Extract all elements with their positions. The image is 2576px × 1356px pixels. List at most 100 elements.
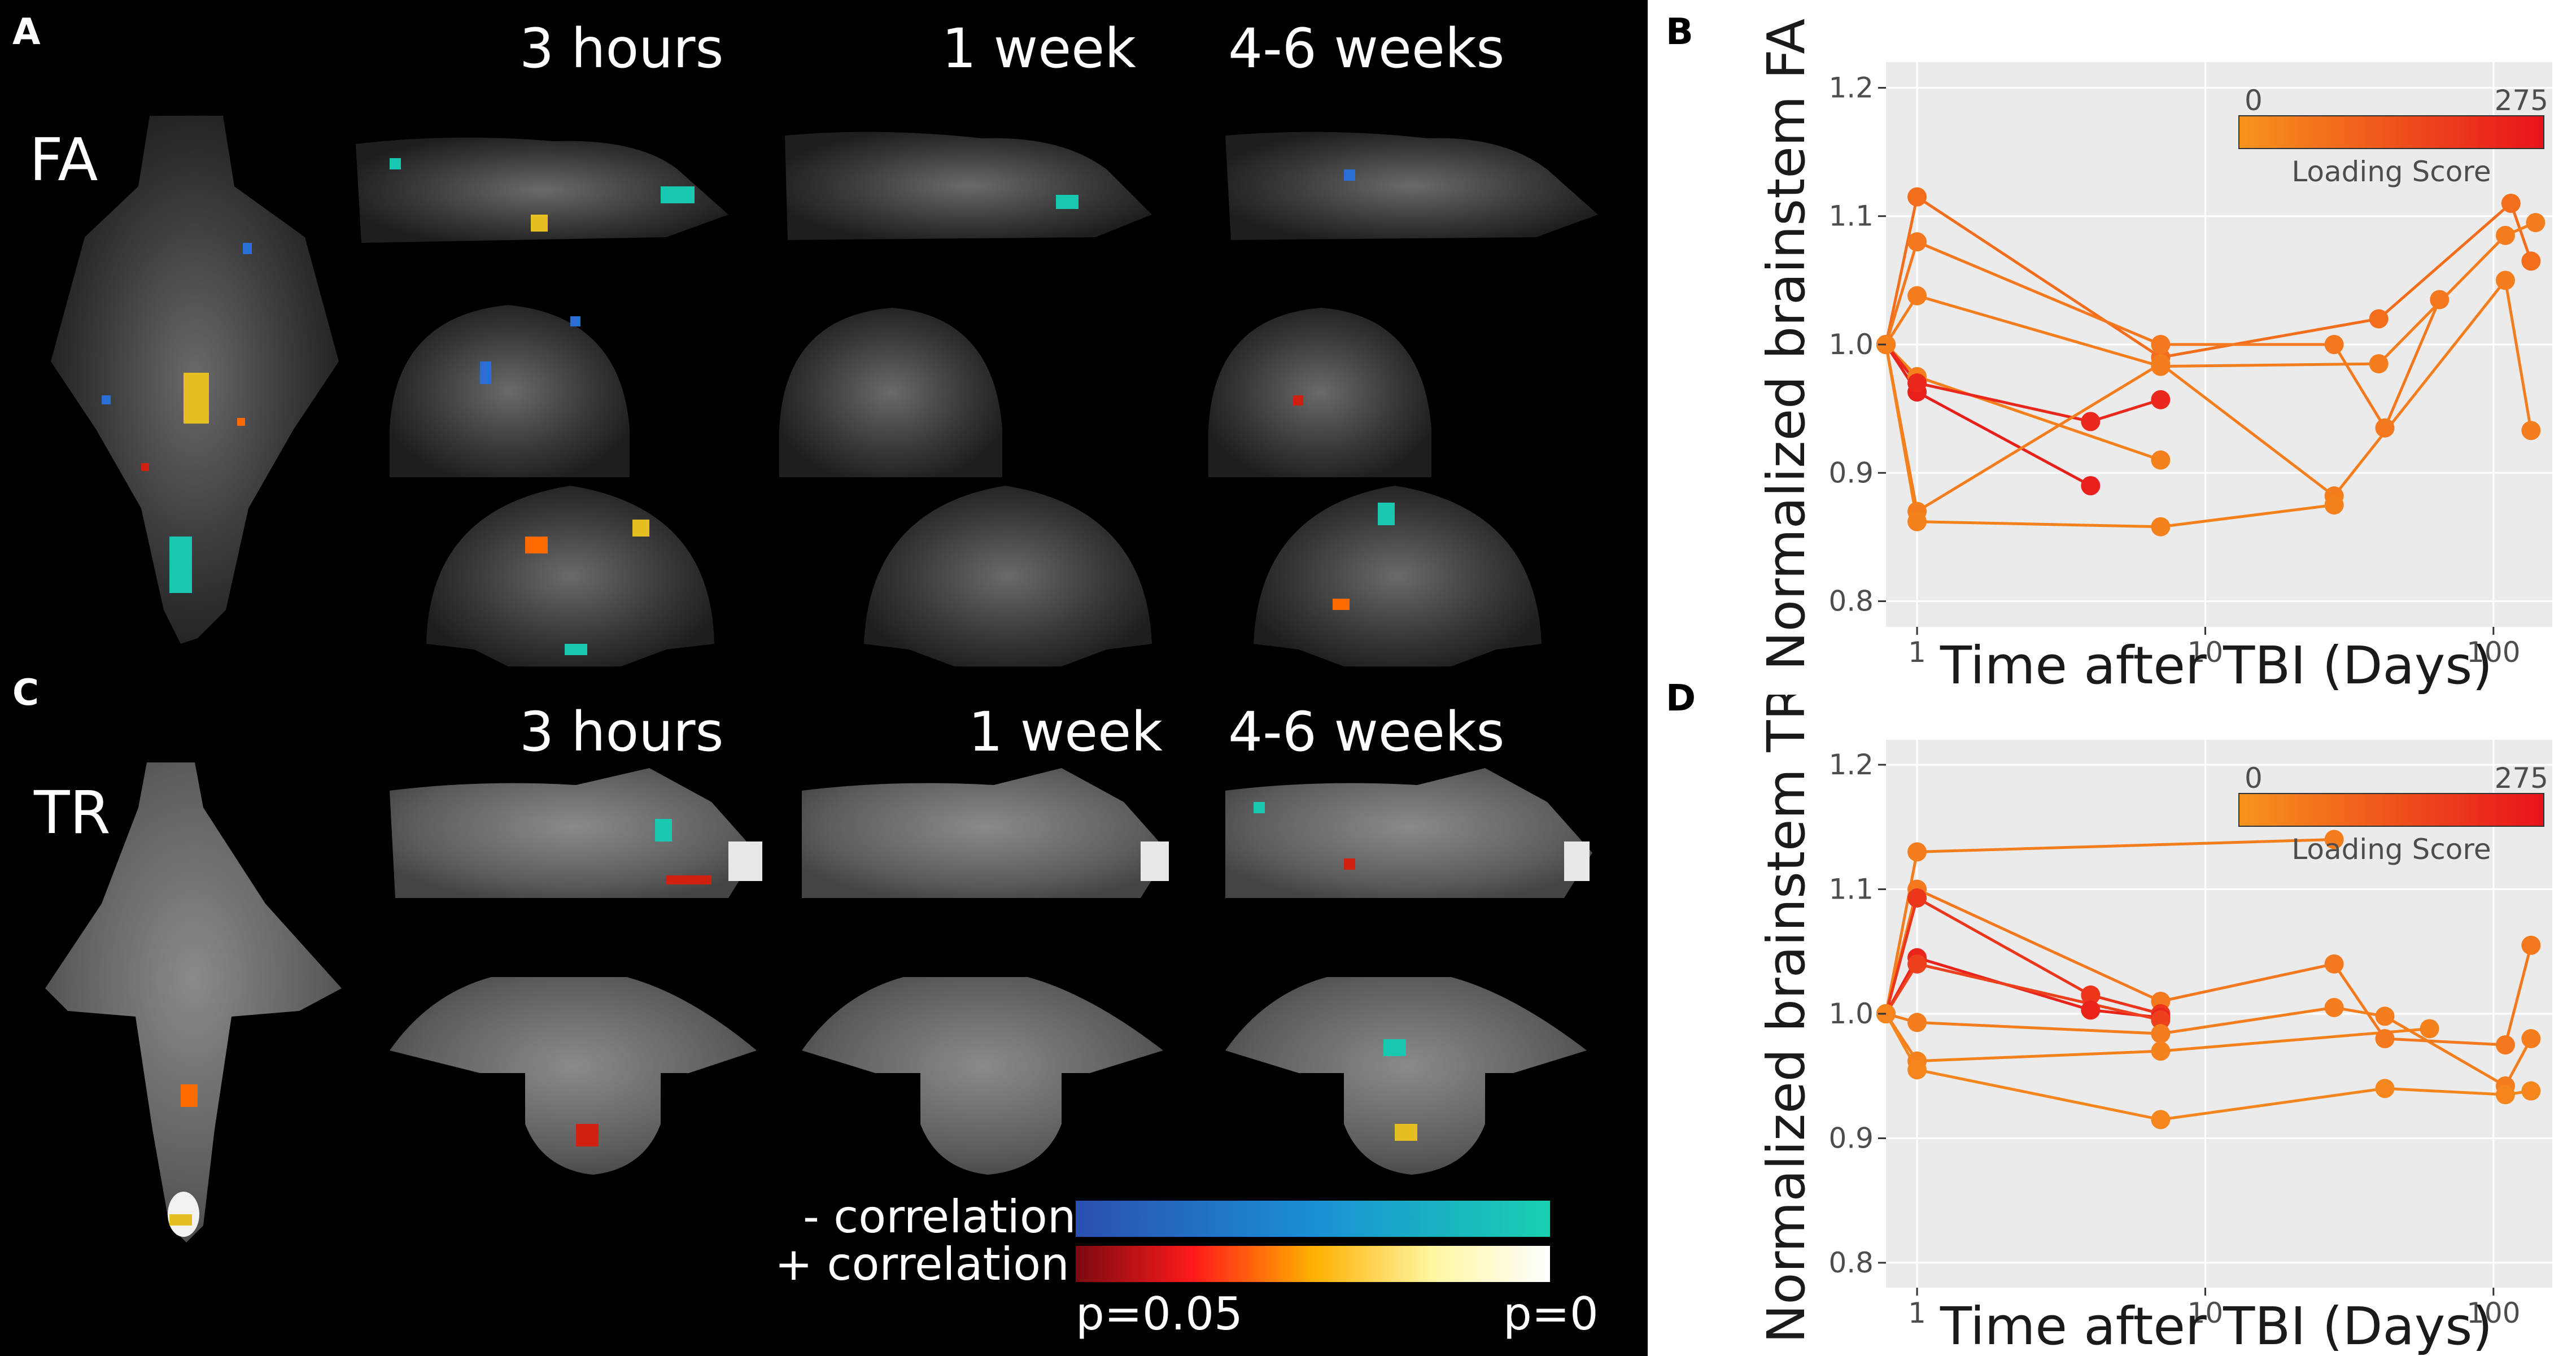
data-point: [2375, 1029, 2395, 1049]
data-point: [2521, 1029, 2541, 1049]
data-point: [1907, 842, 1927, 862]
tr-axial-slice: [45, 762, 342, 1242]
loading-score-min-label: 0: [2245, 84, 2263, 117]
fa-time-label-3h: 3 hours: [519, 17, 724, 80]
series-line-0: [1884, 194, 2533, 359]
data-point: [2151, 1010, 2171, 1030]
fa-time-label-1w: 1 week: [942, 17, 1136, 80]
tr-sagittal-3h: [390, 768, 757, 898]
data-point: [2151, 390, 2171, 409]
y-tick-label: 1.2: [1828, 748, 1874, 781]
fa-row-label: FA: [29, 125, 98, 194]
p-value-low-label: p=0.05: [1076, 1288, 1243, 1340]
tr-correlation-overlay: [169, 802, 1417, 1226]
positive-correlation-colorbar: [1076, 1246, 1550, 1282]
x-tick-label: 10: [2188, 636, 2224, 669]
y-tick-label: 0.8: [1828, 1246, 1874, 1279]
panel-label-b: B: [1666, 11, 1693, 53]
series-line-1: [1884, 239, 2441, 431]
panel-label-a: A: [12, 11, 41, 53]
data-point: [2081, 985, 2101, 1005]
data-point: [2495, 1085, 2515, 1105]
tr-coronal-4-6w: [1225, 977, 1587, 1175]
loading-score-colorbar: [2238, 793, 2544, 827]
data-point: [2151, 1024, 2171, 1044]
fa-coronal-posterior-4-6w: [1254, 486, 1542, 666]
y-tick-label: 1.1: [1828, 200, 1874, 233]
series-line-6: [1884, 277, 2533, 514]
tr-time-label-3h: 3 hours: [519, 700, 724, 764]
tr-sagittal-4-6w: [1225, 768, 1592, 898]
positive-correlation-label: + correlation: [775, 1238, 1069, 1290]
data-point: [2324, 954, 2344, 974]
tr-coronal-3h: [390, 977, 757, 1175]
fa-coronal-posterior-1w: [864, 486, 1152, 666]
data-point: [2521, 251, 2541, 271]
data-point: [1907, 512, 1927, 531]
y-tick-label: 1.0: [1828, 328, 1874, 361]
x-tick-label: 1: [1908, 1297, 1926, 1329]
y-axis-title: Normalized brainstem TR: [1756, 695, 1817, 1344]
fa-sagittal-3h: [356, 137, 728, 243]
y-tick-label: 1.0: [1828, 997, 1874, 1030]
data-point: [2375, 418, 2395, 438]
x-tick-label: 100: [2466, 1297, 2520, 1329]
brain-slice-images: [45, 116, 1598, 1242]
loading-score-title: Loading Score: [2291, 833, 2491, 866]
data-point: [2495, 271, 2515, 290]
data-point: [1907, 1060, 1927, 1080]
loading-score-title: Loading Score: [2291, 155, 2491, 188]
x-tick-label: 10: [2188, 1297, 2224, 1329]
data-point: [1907, 373, 1927, 393]
data-point: [1907, 888, 1927, 908]
data-point: [1907, 232, 1927, 252]
x-tick-label: 100: [2466, 636, 2520, 669]
series-line-2: [1884, 896, 2162, 1015]
data-point: [2495, 225, 2515, 245]
data-point: [2375, 1079, 2395, 1098]
fa-sagittal-4-6w: [1225, 132, 1598, 240]
tr-sagittal-1w: [802, 768, 1169, 898]
fa-coronal-3h: [390, 305, 630, 477]
data-point: [2501, 194, 2521, 213]
loading-score-max-label: 275: [2495, 84, 2548, 117]
tr-row-label: TR: [34, 778, 111, 847]
data-point: [2375, 1006, 2395, 1026]
data-point: [2151, 450, 2171, 470]
data-point: [2081, 412, 2101, 431]
fa-coronal-4-6w: [1208, 308, 1431, 477]
loading-score-min-label: 0: [2245, 762, 2263, 795]
y-axis-title: Normalized brainstem FA: [1756, 19, 1817, 670]
panel-label-d: D: [1666, 678, 1696, 720]
panel-label-c: C: [12, 672, 39, 714]
tr-time-label-1w: 1 week: [968, 700, 1163, 764]
fa-coronal-1w: [779, 308, 1002, 477]
data-point: [2324, 335, 2344, 354]
data-point: [2151, 335, 2171, 354]
data-point: [2526, 213, 2546, 233]
data-point: [2521, 935, 2541, 955]
fa-coronal-posterior-3h: [426, 486, 714, 666]
data-point: [2324, 830, 2344, 849]
y-tick-label: 0.8: [1828, 585, 1874, 618]
y-tick-label: 0.9: [1828, 456, 1874, 489]
data-point: [2495, 1035, 2515, 1055]
data-point: [2324, 997, 2344, 1017]
loading-score-max-label: 275: [2495, 762, 2548, 795]
data-point: [2081, 1000, 2101, 1020]
fa-sagittal-1w: [785, 132, 1152, 240]
fa-correlation-overlay: [102, 158, 1395, 655]
series-line-7: [1884, 344, 2334, 529]
y-tick-label: 1.2: [1828, 71, 1874, 104]
x-axis-title: Time after TBI (Days): [1940, 635, 2492, 695]
y-tick-label: 0.9: [1828, 1122, 1874, 1154]
series-line-6: [1884, 1013, 2430, 1063]
y-tick-label: 1.1: [1828, 873, 1874, 906]
data-point: [2430, 290, 2450, 309]
data-point: [2521, 421, 2541, 441]
data-point: [2420, 1019, 2439, 1039]
negative-correlation-label: - correlation: [803, 1191, 1076, 1243]
data-point: [2151, 1041, 2171, 1061]
